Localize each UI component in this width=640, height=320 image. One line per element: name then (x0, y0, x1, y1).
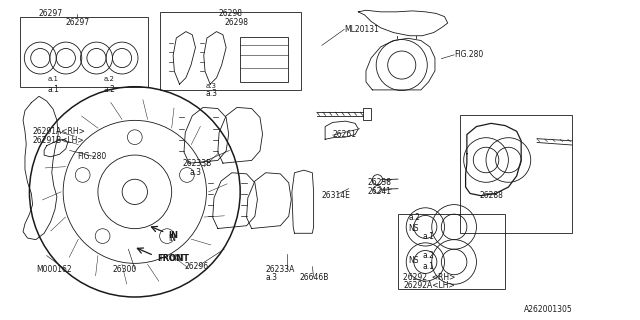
Text: a.3: a.3 (189, 168, 201, 177)
Text: 26291B<LH>: 26291B<LH> (33, 136, 84, 145)
Text: 26288: 26288 (479, 190, 504, 200)
Text: ML20131: ML20131 (344, 25, 379, 34)
Text: A262001305: A262001305 (524, 305, 573, 314)
Text: a.1: a.1 (422, 262, 434, 271)
Text: 26238: 26238 (368, 178, 392, 187)
Text: a.2: a.2 (422, 251, 434, 260)
Text: a.2: a.2 (104, 76, 115, 82)
Text: 26296: 26296 (184, 262, 209, 271)
Text: a.2: a.2 (103, 85, 115, 94)
Text: 26233B: 26233B (182, 159, 212, 168)
Text: FRONT: FRONT (159, 254, 185, 263)
Text: 26261: 26261 (333, 130, 356, 139)
Text: 26314E: 26314E (321, 190, 350, 200)
Bar (398, 214, 505, 289)
Text: a.1: a.1 (422, 232, 434, 241)
Text: a.3: a.3 (266, 273, 278, 282)
Text: M000162: M000162 (36, 265, 72, 275)
Text: a.3: a.3 (206, 83, 217, 89)
Text: FRONT: FRONT (157, 254, 189, 263)
Text: 26298: 26298 (225, 19, 249, 28)
Text: 26298: 26298 (219, 9, 243, 18)
Text: FIG.280: FIG.280 (77, 152, 107, 161)
Text: a.1: a.1 (47, 76, 59, 82)
Text: 26297: 26297 (65, 19, 90, 28)
Bar (461, 116, 572, 233)
Text: IN: IN (168, 234, 176, 243)
Text: 26291A<RH>: 26291A<RH> (33, 127, 86, 136)
Text: 26292A<LH>: 26292A<LH> (403, 281, 455, 290)
Text: a.2: a.2 (408, 213, 420, 222)
Text: 26292  <RH>: 26292 <RH> (403, 273, 456, 282)
Text: 26241: 26241 (368, 188, 392, 196)
Text: 26297: 26297 (38, 9, 63, 18)
Text: a.1: a.1 (47, 85, 59, 94)
Text: FIG.280: FIG.280 (454, 50, 483, 59)
Text: 26646B: 26646B (300, 273, 329, 282)
Text: 26233A: 26233A (266, 265, 295, 275)
Text: NS: NS (408, 256, 419, 265)
Bar (240, 37, 288, 82)
Text: NS: NS (408, 224, 419, 233)
Bar (161, 12, 301, 90)
Text: a.3: a.3 (205, 89, 218, 98)
Text: IN: IN (169, 231, 179, 240)
Bar (20, 17, 148, 87)
Bar (364, 108, 371, 120)
Text: 26300: 26300 (113, 265, 137, 275)
